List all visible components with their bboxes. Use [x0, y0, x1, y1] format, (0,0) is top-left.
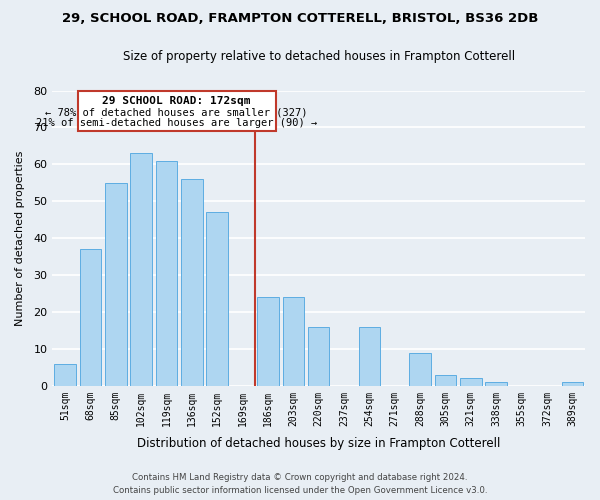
Bar — [155, 160, 177, 386]
Bar — [562, 382, 583, 386]
FancyBboxPatch shape — [77, 90, 275, 131]
Text: 29 SCHOOL ROAD: 172sqm: 29 SCHOOL ROAD: 172sqm — [103, 96, 251, 106]
Bar — [283, 297, 304, 386]
Bar — [130, 154, 152, 386]
Text: Contains HM Land Registry data © Crown copyright and database right 2024.
Contai: Contains HM Land Registry data © Crown c… — [113, 473, 487, 495]
Text: 21% of semi-detached houses are larger (90) →: 21% of semi-detached houses are larger (… — [36, 118, 317, 128]
Bar — [485, 382, 507, 386]
Title: Size of property relative to detached houses in Frampton Cotterell: Size of property relative to detached ho… — [122, 50, 515, 63]
Bar — [80, 249, 101, 386]
Bar — [409, 352, 431, 386]
Text: ← 78% of detached houses are smaller (327): ← 78% of detached houses are smaller (32… — [46, 107, 308, 117]
Y-axis label: Number of detached properties: Number of detached properties — [15, 150, 25, 326]
Bar — [105, 183, 127, 386]
Bar — [460, 378, 482, 386]
Bar — [54, 364, 76, 386]
Bar — [308, 326, 329, 386]
Bar — [435, 374, 456, 386]
Bar — [359, 326, 380, 386]
Bar — [257, 297, 279, 386]
Bar — [206, 212, 228, 386]
Bar — [181, 179, 203, 386]
X-axis label: Distribution of detached houses by size in Frampton Cotterell: Distribution of detached houses by size … — [137, 437, 500, 450]
Text: 29, SCHOOL ROAD, FRAMPTON COTTERELL, BRISTOL, BS36 2DB: 29, SCHOOL ROAD, FRAMPTON COTTERELL, BRI… — [62, 12, 538, 26]
